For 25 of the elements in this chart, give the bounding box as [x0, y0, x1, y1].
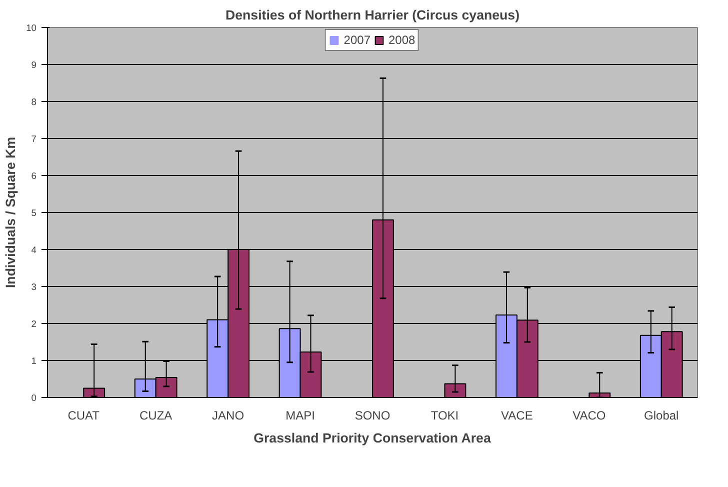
y-tick-label: 8 [31, 97, 37, 107]
y-tick-label: 6 [31, 171, 37, 181]
y-tick-label: 0 [31, 393, 37, 403]
y-tick-label: 1 [31, 356, 37, 366]
y-tick-label: 3 [31, 282, 37, 292]
legend-label: 2007 [344, 33, 370, 47]
y-tick-label: 10 [26, 23, 37, 33]
x-tick-label: SONO [354, 408, 390, 422]
y-tick-label: 4 [31, 245, 37, 255]
x-tick-label: JANO [212, 408, 244, 422]
x-tick-label: TOKI [430, 408, 459, 422]
x-tick-label: CUZA [140, 408, 172, 422]
y-tick-label: 5 [31, 208, 37, 218]
x-axis-title: Grassland Priority Conservation Area [254, 430, 492, 446]
x-tick-label: VACO [572, 408, 606, 422]
legend-label: 2008 [388, 33, 416, 47]
chart-title: Densities of Northern Harrier (Circus cyaneus) [225, 8, 520, 22]
y-tick-label: 9 [31, 60, 37, 70]
y-tick-label: 7 [31, 134, 37, 144]
x-tick-label: VACE [501, 408, 533, 422]
y-axis-title: Individuals / Square Km [3, 136, 18, 288]
x-tick-label: MAPI [286, 408, 315, 422]
y-tick-label: 2 [31, 319, 37, 329]
x-tick-label: CUAT [68, 408, 100, 422]
x-tick-label: Global [644, 408, 679, 422]
